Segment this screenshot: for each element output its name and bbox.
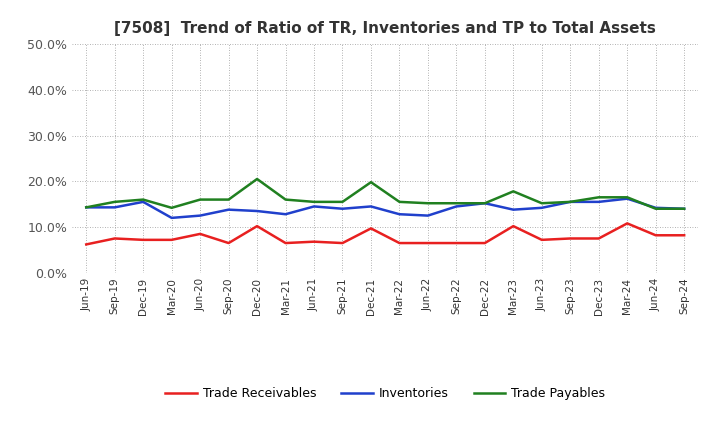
Trade Payables <box>282 197 290 202</box>
Inventories <box>566 199 575 205</box>
Trade Receivables <box>595 236 603 241</box>
Inventories <box>452 204 461 209</box>
Line: Trade Receivables: Trade Receivables <box>86 224 684 245</box>
Title: [7508]  Trend of Ratio of TR, Inventories and TP to Total Assets: [7508] Trend of Ratio of TR, Inventories… <box>114 21 656 36</box>
Trade Payables <box>480 201 489 206</box>
Trade Payables <box>595 194 603 200</box>
Trade Receivables <box>480 240 489 246</box>
Trade Receivables <box>680 233 688 238</box>
Line: Trade Payables: Trade Payables <box>86 179 684 209</box>
Inventories <box>623 196 631 202</box>
Trade Payables <box>537 201 546 206</box>
Trade Receivables <box>282 240 290 246</box>
Trade Payables <box>395 199 404 205</box>
Inventories <box>253 209 261 214</box>
Inventories <box>196 213 204 218</box>
Inventories <box>480 201 489 206</box>
Inventories <box>509 207 518 212</box>
Trade Payables <box>82 205 91 210</box>
Trade Receivables <box>395 240 404 246</box>
Trade Payables <box>139 197 148 202</box>
Trade Payables <box>509 189 518 194</box>
Trade Payables <box>196 197 204 202</box>
Legend: Trade Receivables, Inventories, Trade Payables: Trade Receivables, Inventories, Trade Pa… <box>161 382 610 405</box>
Trade Payables <box>167 205 176 210</box>
Trade Payables <box>253 176 261 182</box>
Inventories <box>82 205 91 210</box>
Trade Receivables <box>652 233 660 238</box>
Trade Receivables <box>110 236 119 241</box>
Trade Receivables <box>509 224 518 229</box>
Trade Payables <box>310 199 318 205</box>
Inventories <box>680 206 688 211</box>
Inventories <box>395 212 404 217</box>
Trade Payables <box>652 206 660 211</box>
Inventories <box>282 212 290 217</box>
Trade Payables <box>338 199 347 205</box>
Trade Receivables <box>623 221 631 226</box>
Trade Receivables <box>253 224 261 229</box>
Trade Payables <box>110 199 119 205</box>
Trade Payables <box>623 194 631 200</box>
Inventories <box>366 204 375 209</box>
Inventories <box>652 205 660 210</box>
Trade Receivables <box>167 237 176 242</box>
Inventories <box>139 199 148 205</box>
Trade Receivables <box>366 226 375 231</box>
Trade Receivables <box>537 237 546 242</box>
Trade Receivables <box>310 239 318 244</box>
Trade Receivables <box>566 236 575 241</box>
Trade Receivables <box>139 237 148 242</box>
Trade Receivables <box>82 242 91 247</box>
Trade Receivables <box>338 240 347 246</box>
Inventories <box>110 205 119 210</box>
Trade Payables <box>366 180 375 185</box>
Trade Payables <box>423 201 432 206</box>
Trade Receivables <box>423 240 432 246</box>
Trade Payables <box>566 199 575 205</box>
Line: Inventories: Inventories <box>86 199 684 218</box>
Trade Receivables <box>196 231 204 237</box>
Trade Payables <box>680 206 688 211</box>
Inventories <box>225 207 233 212</box>
Trade Payables <box>225 197 233 202</box>
Trade Receivables <box>452 240 461 246</box>
Inventories <box>310 204 318 209</box>
Trade Receivables <box>225 240 233 246</box>
Trade Payables <box>452 201 461 206</box>
Inventories <box>338 206 347 211</box>
Inventories <box>537 205 546 210</box>
Inventories <box>595 199 603 205</box>
Inventories <box>423 213 432 218</box>
Inventories <box>167 215 176 220</box>
